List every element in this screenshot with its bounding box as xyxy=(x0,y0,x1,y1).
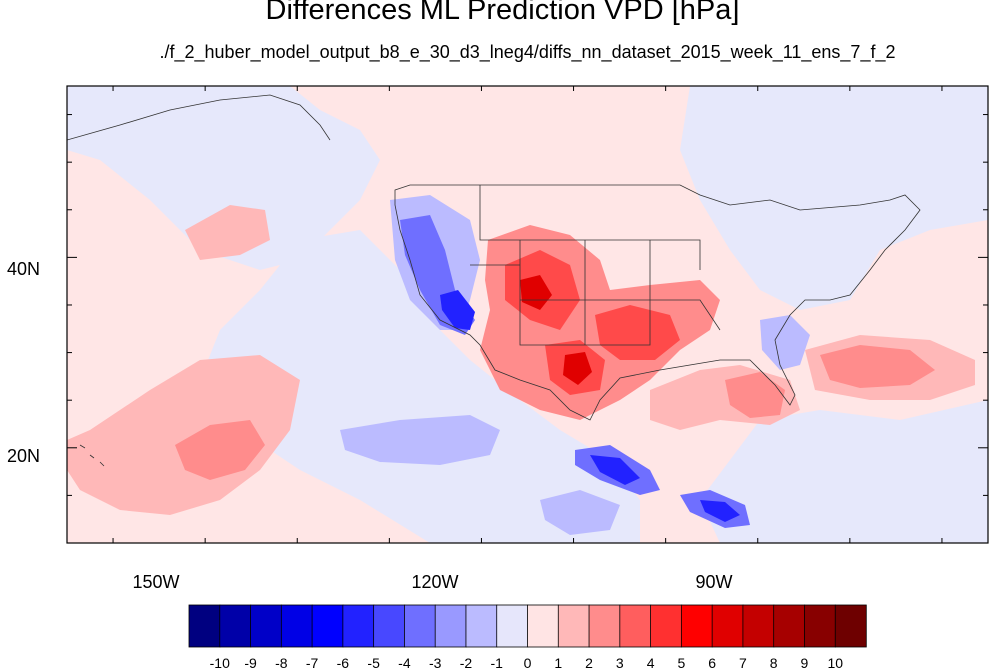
x-tick-120w: 120W xyxy=(411,572,458,592)
coastlines-and-borders xyxy=(67,94,921,467)
colorbar-label: -2 xyxy=(460,655,473,671)
deep-blue-bands xyxy=(440,290,740,522)
colorbar-label: -6 xyxy=(337,655,350,671)
colorbar-swatch xyxy=(250,604,283,648)
colorbar-swatch xyxy=(742,604,775,648)
colorbar-swatch xyxy=(711,604,744,648)
colorbar-label: 5 xyxy=(677,655,685,671)
colorbar-swatch xyxy=(465,604,498,648)
colorbar-label: 6 xyxy=(708,655,716,671)
colorbar-swatch xyxy=(557,604,590,648)
colorbar-swatch xyxy=(188,604,221,648)
y-tick-40n: 40N xyxy=(7,259,40,279)
colorbar-label: 4 xyxy=(647,655,655,671)
colorbar-labels: -10 -9 -8 -7 -6 -5 -4 -3 -2 -1 0 1 2 3 4 5 6 7 8 9 10 xyxy=(210,655,844,671)
colorbar-label: 8 xyxy=(770,655,778,671)
colorbar-swatch xyxy=(834,604,867,648)
map-subtitle: ./f_2_huber_model_output_b8_e_30_d3_lneg… xyxy=(159,42,896,62)
colorbar-swatch xyxy=(680,604,713,648)
colorbar-label: -7 xyxy=(306,655,319,671)
y-tick-20n: 20N xyxy=(7,446,40,466)
map-frame xyxy=(66,85,989,544)
colorbar-label: -9 xyxy=(244,655,257,671)
colorbar-swatch xyxy=(773,604,806,648)
colorbar-label: 10 xyxy=(827,655,843,671)
colorbar-swatch xyxy=(434,604,467,648)
map-plot-area xyxy=(67,86,988,543)
map-title: Differences ML Prediction VPD [hPa] xyxy=(265,0,740,26)
colorbar-label: 0 xyxy=(524,655,532,671)
axis-ticks xyxy=(67,86,988,544)
colorbar-label: -4 xyxy=(398,655,411,671)
colorbar-label: -1 xyxy=(491,655,504,671)
colorbar-label: -8 xyxy=(275,655,288,671)
colorbar-label: -10 xyxy=(210,655,230,671)
colorbar-swatch xyxy=(311,604,344,648)
colorbar-swatch xyxy=(404,604,436,648)
colorbar-label: -5 xyxy=(367,655,380,671)
darkest-red-areas xyxy=(520,275,592,385)
colorbar-label: 1 xyxy=(554,655,562,671)
colorbar-label: 3 xyxy=(616,655,624,671)
colorbar-label: 7 xyxy=(739,655,747,671)
colorbar-swatch xyxy=(219,604,252,648)
colorbar-swatch xyxy=(342,604,375,648)
x-tick-150w: 150W xyxy=(132,572,179,592)
colorbar-label: 9 xyxy=(801,655,809,671)
colorbar-swatch xyxy=(804,604,836,648)
colorbar-swatch xyxy=(496,604,529,648)
colorbar-swatch xyxy=(527,604,559,648)
colorbar-swatch xyxy=(619,604,652,648)
colorbar xyxy=(188,604,867,648)
colorbar-label: 2 xyxy=(585,655,593,671)
colorbar-swatch xyxy=(588,604,621,648)
colorbar-swatch xyxy=(650,604,683,648)
x-tick-90w: 90W xyxy=(695,572,732,592)
colorbar-label: -3 xyxy=(429,655,442,671)
light-blue-zones xyxy=(67,86,988,543)
colorbar-swatch xyxy=(373,604,406,648)
strong-red-areas xyxy=(505,250,680,395)
colorbar-swatch xyxy=(280,604,313,648)
